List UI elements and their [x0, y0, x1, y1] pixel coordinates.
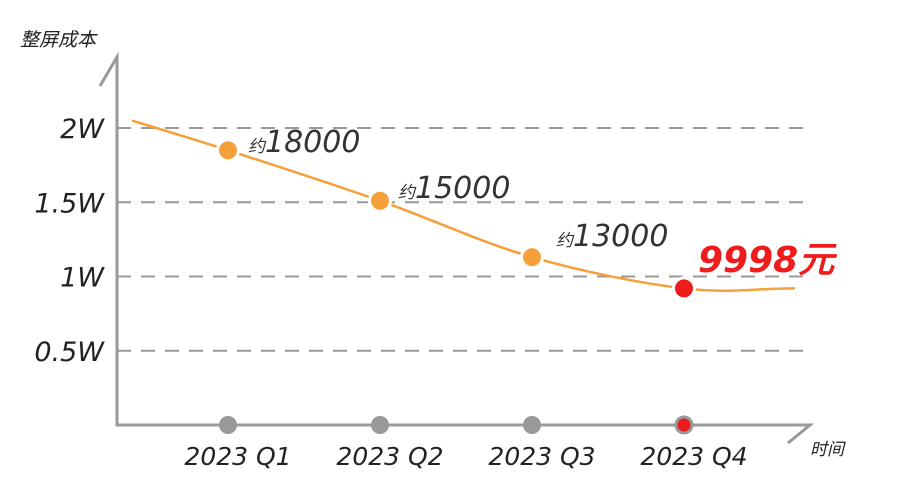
data-point — [371, 191, 389, 210]
data-label-prefix: 约 — [556, 231, 575, 251]
data-label-value: 15000 — [415, 171, 510, 206]
data-label-prefix: 约 — [398, 183, 417, 203]
axis-lines — [98, 51, 815, 445]
data-label-value: 13000 — [573, 219, 668, 254]
x-axis-dot — [674, 415, 694, 435]
y-tick-label: 1.5W — [34, 188, 105, 219]
x-tick-label: 2023 Q2 — [336, 442, 443, 471]
y-tick-label: 1W — [60, 263, 105, 294]
x-tick-label: 2023 Q1 — [184, 442, 291, 471]
data-point — [219, 141, 237, 160]
data-label-prefix: 约 — [248, 137, 267, 157]
data-point — [675, 279, 693, 298]
y-axis-title: 整屏成本 — [20, 29, 98, 51]
x-axis-dot — [219, 416, 237, 434]
y-tick-label: 2W — [60, 114, 105, 145]
data-label: 约15000 — [398, 171, 510, 206]
x-axis-title: 时间 — [810, 440, 846, 460]
data-label: 约18000 — [248, 125, 360, 160]
data-label-value: 18000 — [265, 125, 360, 160]
data-point — [523, 248, 541, 267]
x-tick-label: 2023 Q3 — [488, 442, 595, 471]
x-tick-label: 2023 Q4 — [640, 442, 747, 471]
y-tick-label: 0.5W — [34, 337, 105, 368]
data-label: 约13000 — [556, 219, 668, 254]
x-axis-dot — [371, 416, 389, 434]
data-label-value: 9998元 — [698, 240, 837, 281]
x-axis-dot — [523, 416, 541, 434]
data-label: 9998元 — [698, 240, 837, 281]
